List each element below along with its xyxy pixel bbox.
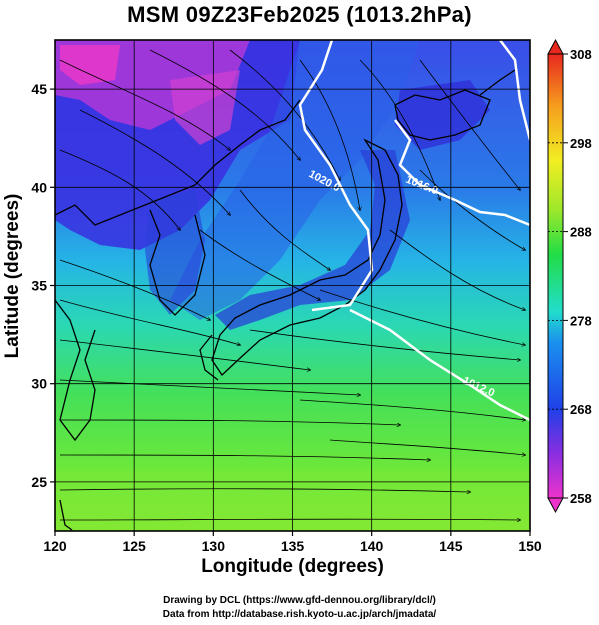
isobar-1016-north xyxy=(499,40,530,141)
coastlines xyxy=(55,69,516,531)
wind-streamlines xyxy=(59,49,525,520)
colorbar-gradient xyxy=(547,53,564,499)
colorbar-ticks: 258 268 278 288 298 308 xyxy=(548,47,592,506)
colorbar: 258 268 278 288 298 308 xyxy=(547,38,592,514)
isobar-1016 xyxy=(394,119,530,227)
isobars xyxy=(298,40,530,422)
y-axis-label: Latitude (degrees) xyxy=(2,193,23,359)
colorbar-tick-label: 308 xyxy=(570,47,592,62)
y-tick-label: 40 xyxy=(31,179,47,195)
y-axis-ticks: 25 30 35 40 45 xyxy=(31,81,55,490)
isobar-1012 xyxy=(349,308,530,422)
x-tick-label: 140 xyxy=(360,538,384,554)
x-tick-label: 150 xyxy=(518,538,542,554)
x-tick-label: 120 xyxy=(43,538,67,554)
credit-data: Data from http://database.rish.kyoto-u.a… xyxy=(162,609,437,620)
map-title: MSM 09Z23Feb2025 (1013.2hPa) xyxy=(127,2,472,27)
colorbar-tick-label: 298 xyxy=(570,136,592,151)
colorbar-max-triangle xyxy=(547,38,564,55)
x-tick-label: 125 xyxy=(122,538,146,554)
y-tick-label: 25 xyxy=(31,474,47,490)
y-tick-label: 30 xyxy=(31,376,47,392)
colorbar-tick-label: 278 xyxy=(570,313,592,328)
x-tick-label: 130 xyxy=(202,538,226,554)
isobar-1020 xyxy=(298,40,374,312)
colorbar-tick-label: 288 xyxy=(570,225,592,240)
colorbar-tick-label: 258 xyxy=(570,491,592,506)
y-tick-label: 45 xyxy=(31,81,47,97)
colorbar-min-triangle xyxy=(547,497,564,514)
credit-drawing: Drawing by DCL (https://www.gfd-dennou.o… xyxy=(163,595,436,606)
x-axis-label: Longitude (degrees) xyxy=(201,556,384,577)
x-axis-ticks: 120 125 130 135 140 145 150 xyxy=(43,531,542,554)
x-tick-label: 145 xyxy=(439,538,463,554)
colorbar-tick-label: 268 xyxy=(570,402,592,417)
y-tick-label: 35 xyxy=(31,278,47,294)
x-tick-label: 135 xyxy=(281,538,305,554)
